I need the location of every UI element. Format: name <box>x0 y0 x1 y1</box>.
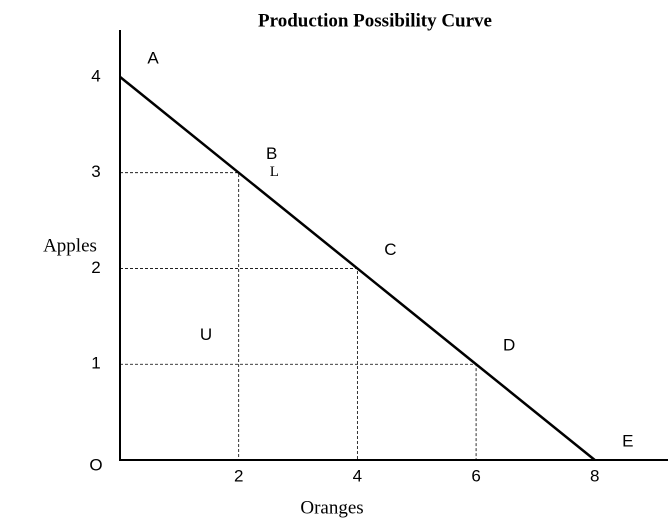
y-axis-label: Apples <box>43 235 97 256</box>
x-tick-label: 8 <box>590 466 599 485</box>
point-label: D <box>503 336 515 355</box>
point-label: C <box>384 240 396 259</box>
point-label: A <box>147 48 159 67</box>
x-tick-label: 4 <box>353 466 362 485</box>
y-tick-label: 3 <box>91 162 100 181</box>
guide-line <box>120 363 477 460</box>
point-label: B <box>266 144 277 163</box>
x-tick-label: 6 <box>471 466 480 485</box>
x-axis-label: Oranges <box>300 497 363 518</box>
annotation: U <box>200 325 212 344</box>
y-tick-label: 1 <box>91 354 100 373</box>
annotation: L <box>270 164 279 180</box>
y-tick-label: 4 <box>91 66 100 85</box>
x-tick-label: 2 <box>234 466 243 485</box>
point-label: E <box>622 431 633 450</box>
guide-line <box>120 172 240 460</box>
y-tick-label: 2 <box>91 258 100 277</box>
ppc-line <box>119 75 596 461</box>
chart-title: Production Possibility Curve <box>258 10 492 31</box>
origin-label: O <box>89 455 102 474</box>
